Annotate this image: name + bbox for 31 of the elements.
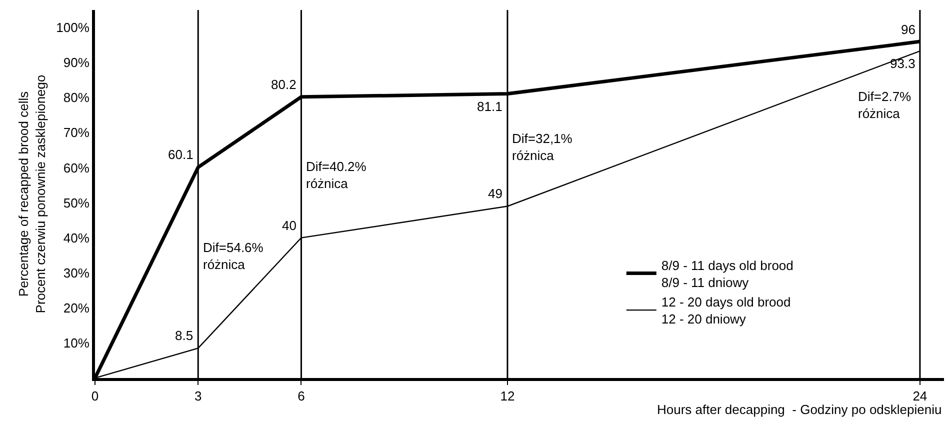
data-label: 8.5 [175, 328, 194, 343]
data-label: 49 [488, 186, 502, 201]
annotation: Dif=2.7% różnica [858, 89, 912, 121]
x-axis-title: Hours after decapping - Godziny po odsklepieniu [657, 402, 942, 417]
y-tick-label: 10% [63, 336, 90, 350]
y-tick-label: 20% [63, 300, 90, 316]
data-label: 80.2 [271, 77, 296, 92]
annotation: Dif=40.2% różnica [306, 159, 367, 191]
y-tick-label: 80% [63, 90, 90, 106]
x-tick-label: 3 [194, 388, 202, 404]
y-tick-label: 90% [63, 55, 90, 70]
x-tick-label: 0 [91, 388, 99, 404]
y-axis-title: Percentage of recapped brood cells Procent czerwiu ponownie zasklepionego [16, 74, 48, 314]
x-tick-label: 12 [500, 388, 515, 404]
y-tick-label: 100% [56, 20, 90, 36]
data-label: 40 [282, 218, 296, 233]
annotation: Dif=32,1% różnica [512, 131, 573, 163]
y-tick-label: 70% [63, 125, 90, 140]
data-label: 81.1 [477, 99, 502, 114]
x-tick-label: 24 [912, 388, 928, 404]
legend-label: 8/9 - 11 days old brood 8/9 - 11 dniowy [661, 258, 794, 290]
data-label: 96 [901, 22, 916, 37]
y-tick-label: 30% [63, 265, 90, 280]
annotation: Dif=54.6% różnica [203, 240, 264, 272]
y-tick-label: 40% [63, 230, 90, 246]
y-tick-label: 60% [63, 160, 90, 176]
data-label: 93.3 [890, 56, 916, 71]
y-tick-label: 50% [63, 195, 90, 210]
x-tick-label: 6 [298, 388, 305, 404]
data-label: 60.1 [168, 147, 194, 162]
legend-label: 12 - 20 days old brood 12 - 20 dniowy [661, 294, 791, 327]
